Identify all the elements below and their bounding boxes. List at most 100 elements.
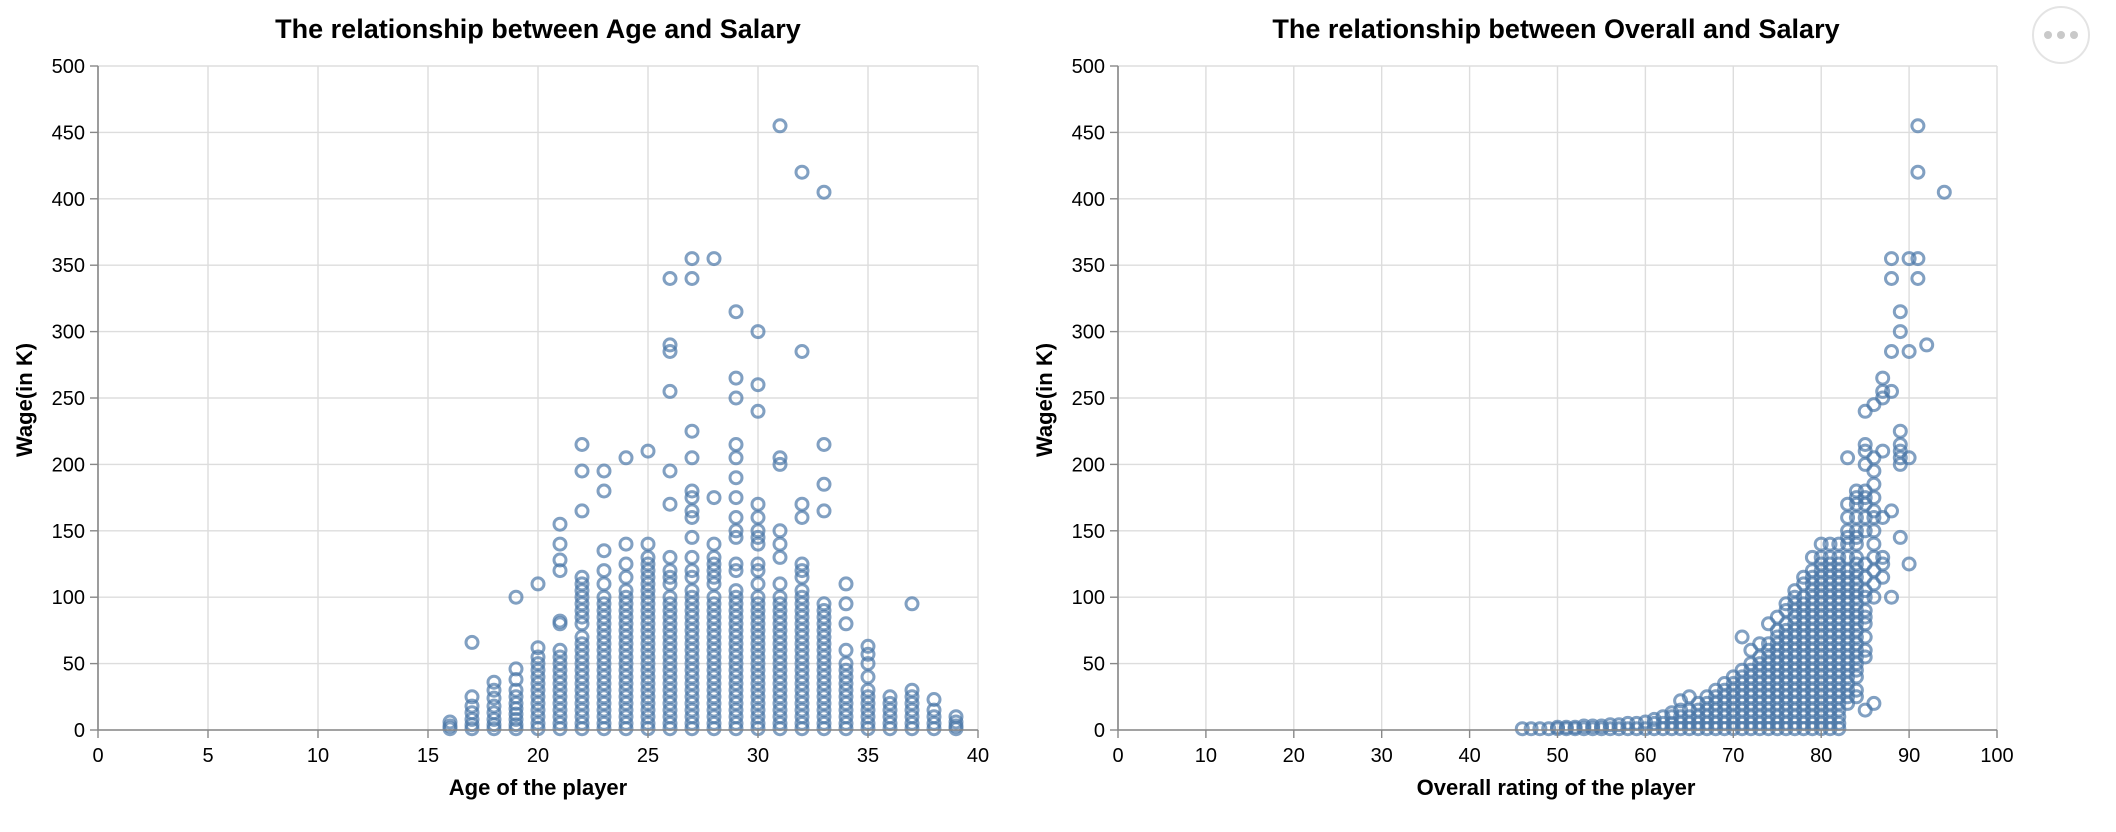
scatter-point <box>1541 721 1557 737</box>
scatter-point <box>596 463 612 479</box>
scatter-point <box>662 549 678 565</box>
x-tick-label: 20 <box>527 745 549 767</box>
scatter-point <box>860 646 876 662</box>
x-tick-label: 60 <box>1634 745 1656 767</box>
scatter-point <box>530 656 546 672</box>
x-tick-label: 40 <box>1458 745 1480 767</box>
scatter-point <box>684 483 700 499</box>
scatter-point <box>772 596 788 612</box>
scatter-point <box>1919 337 1935 353</box>
age-salary-chart: The relationship between Age and Salary … <box>12 14 989 800</box>
x-tick-label: 0 <box>1112 745 1123 767</box>
scatter-point <box>728 556 744 572</box>
scatter-point <box>706 536 722 552</box>
y-tick-label: 100 <box>1072 587 1105 609</box>
axes: 0 10 20 30 40 50 60 70 80 90 100 0 50 100 150 200 250 300… <box>1072 56 2014 767</box>
scatter-point <box>1901 251 1917 267</box>
scatter-point <box>904 596 920 612</box>
scatter-point <box>838 662 854 678</box>
scatter-point <box>794 510 810 525</box>
scatter-point <box>750 596 766 612</box>
scatter-point <box>1848 689 1864 705</box>
scatter-point <box>706 251 722 267</box>
scatter-point <box>596 483 612 499</box>
scatter-point <box>794 344 810 359</box>
scatter-point <box>640 536 656 552</box>
scatter-point <box>530 576 546 592</box>
scatter-point <box>530 649 546 665</box>
more-actions-button[interactable] <box>2032 6 2090 64</box>
y-tick-label: 250 <box>1072 388 1105 410</box>
scatter-point <box>794 164 810 180</box>
scatter-point <box>618 569 634 585</box>
scatter-point <box>530 640 546 656</box>
scatter-point <box>838 576 854 592</box>
scatter-point <box>794 496 810 512</box>
scatter-point <box>508 689 524 705</box>
x-tick-label: 25 <box>637 745 659 767</box>
scatter-point <box>838 596 854 612</box>
scatter-point <box>1866 476 1882 492</box>
scatter-point <box>1884 503 1899 519</box>
scatter-point <box>574 576 590 592</box>
scatter-point <box>1532 721 1548 737</box>
scatter-point <box>486 698 502 714</box>
scatter-point <box>552 536 568 552</box>
scatter-point <box>618 450 634 466</box>
scatter-point <box>1910 271 1926 286</box>
scatter-point <box>464 634 480 650</box>
scatter-point <box>662 337 678 353</box>
scatter-point <box>1866 695 1882 711</box>
scatter-point <box>860 638 876 654</box>
scatter-point <box>1857 589 1873 605</box>
scatter-point <box>728 304 744 320</box>
scatter-point <box>882 689 898 705</box>
scatter-point <box>816 476 832 492</box>
scatter-point <box>1892 423 1908 439</box>
scatter-point <box>860 689 876 705</box>
scatter-point <box>684 271 700 286</box>
scatter-point <box>860 656 876 672</box>
gridlines <box>97 65 979 731</box>
scatter-point <box>772 118 788 134</box>
scatter-point <box>486 690 502 706</box>
scatter-point <box>684 589 700 605</box>
scatter-point <box>948 714 964 730</box>
scatter-point <box>684 251 700 267</box>
x-tick-label: 40 <box>967 745 989 767</box>
y-tick-label: 500 <box>1072 56 1105 78</box>
scatter-point <box>1892 529 1908 545</box>
scatter-point <box>684 529 700 545</box>
y-tick-label: 250 <box>52 388 85 410</box>
scatter-point <box>464 705 480 721</box>
x-tick-label: 5 <box>202 745 213 767</box>
x-tick-label: 35 <box>857 745 879 767</box>
x-tick-label: 80 <box>1810 745 1832 767</box>
y-tick-label: 50 <box>63 654 85 676</box>
scatter-point <box>464 689 480 705</box>
y-tick-label: 50 <box>1083 654 1105 676</box>
scatter-point <box>684 450 700 466</box>
scatter-point <box>662 344 678 359</box>
scatter-point <box>662 569 678 585</box>
scatter-point <box>772 456 788 472</box>
scatter-point <box>728 589 744 605</box>
scatter-point <box>1892 324 1908 340</box>
scatter-point <box>1558 719 1574 735</box>
scatter-point <box>596 596 612 612</box>
x-tick-label: 10 <box>307 745 329 767</box>
scatter-point <box>882 695 898 711</box>
scatter-point <box>728 529 744 545</box>
scatter-point <box>1884 589 1899 605</box>
scatter-point <box>1875 549 1891 565</box>
scatter-point <box>1875 569 1891 585</box>
axes: 0 5 10 15 20 25 30 35 40050100150200250300350400… <box>52 56 990 767</box>
x-tick-label: 90 <box>1898 745 1920 767</box>
scatter-point <box>684 549 700 565</box>
dot-icon <box>2057 31 2065 39</box>
scatter-point <box>1875 556 1891 572</box>
scatter-point <box>552 613 568 629</box>
scatter-point <box>728 390 744 406</box>
scatter-point <box>1813 536 1829 552</box>
scatter-point <box>596 576 612 592</box>
